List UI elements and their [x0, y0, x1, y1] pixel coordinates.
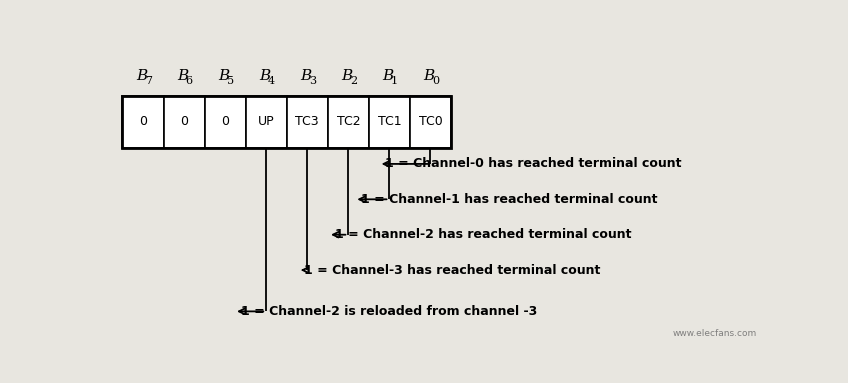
Text: 1 = Channel-3 has reached terminal count: 1 = Channel-3 has reached terminal count	[304, 264, 601, 277]
Text: 3: 3	[309, 76, 316, 86]
Text: 0: 0	[221, 115, 229, 128]
Text: B: B	[342, 69, 353, 83]
Text: 1 = Channel-2 has reached terminal count: 1 = Channel-2 has reached terminal count	[335, 228, 631, 241]
Text: 5: 5	[226, 76, 234, 86]
Bar	[369, 96, 410, 148]
Bar	[328, 96, 369, 148]
Text: B: B	[300, 69, 311, 83]
Text: 1 = Channel-2 is reloaded from channel -3: 1 = Channel-2 is reloaded from channel -…	[241, 305, 537, 318]
Text: 7: 7	[145, 76, 152, 86]
Text: TC3: TC3	[295, 115, 319, 128]
Text: 2: 2	[350, 76, 357, 86]
Text: TC1: TC1	[377, 115, 401, 128]
Bar	[246, 96, 287, 148]
Text: 0: 0	[139, 115, 147, 128]
Text: B: B	[423, 69, 435, 83]
Text: B: B	[259, 69, 271, 83]
Bar	[122, 96, 451, 148]
Text: B: B	[177, 69, 188, 83]
Text: B: B	[382, 69, 393, 83]
Text: UP: UP	[258, 115, 275, 128]
Text: www.elecfans.com: www.elecfans.com	[672, 329, 756, 338]
Bar	[164, 96, 204, 148]
Text: 4: 4	[268, 76, 275, 86]
Text: 6: 6	[186, 76, 192, 86]
Text: TC0: TC0	[419, 115, 443, 128]
Text: 0: 0	[180, 115, 188, 128]
Bar	[122, 96, 164, 148]
Text: B: B	[218, 69, 230, 83]
Text: 1: 1	[391, 76, 399, 86]
Text: 1 = Channel-1 has reached terminal count: 1 = Channel-1 has reached terminal count	[361, 193, 657, 206]
Text: 0: 0	[432, 76, 439, 86]
Bar	[287, 96, 328, 148]
Text: B: B	[136, 69, 148, 83]
Bar	[204, 96, 246, 148]
Text: 1 = Channel-0 has reached terminal count: 1 = Channel-0 has reached terminal count	[385, 157, 682, 170]
Bar	[410, 96, 451, 148]
Text: TC2: TC2	[337, 115, 360, 128]
